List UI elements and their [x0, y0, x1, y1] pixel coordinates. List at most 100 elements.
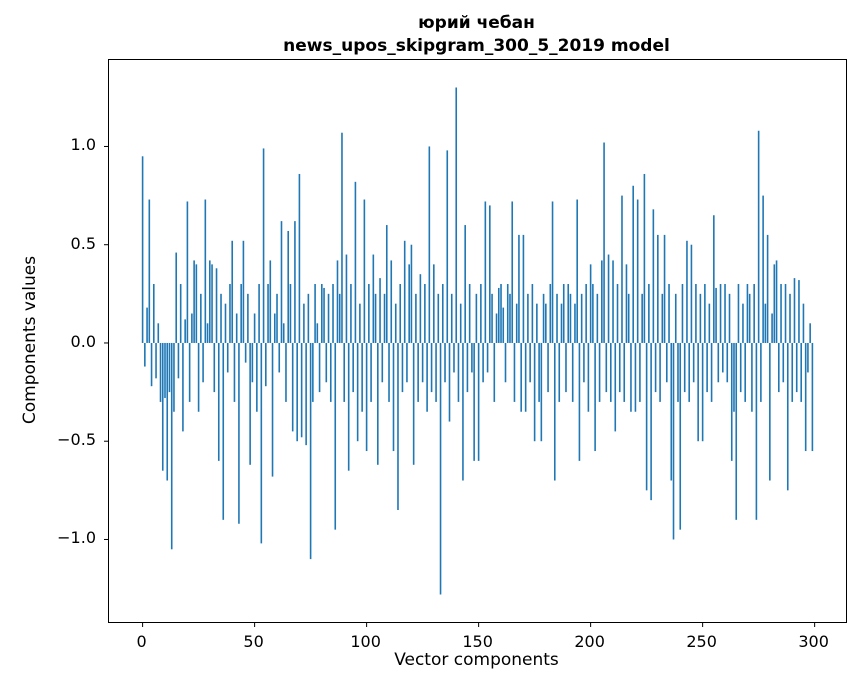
bar: [303, 303, 305, 343]
bar: [764, 303, 767, 343]
bar: [468, 284, 471, 343]
bar: [657, 234, 659, 343]
bar: [325, 342, 328, 383]
bar: [159, 342, 162, 402]
bar: [334, 342, 337, 530]
bar: [791, 342, 794, 402]
bar: [578, 342, 581, 461]
bar: [545, 303, 547, 343]
bar: [753, 284, 755, 343]
bar: [209, 260, 211, 343]
bar: [419, 274, 422, 343]
bar: [350, 284, 352, 343]
x-tick-label: 0: [136, 632, 147, 651]
bar: [506, 284, 509, 343]
bar: [410, 244, 413, 343]
bar: [614, 342, 617, 432]
bar: [298, 173, 301, 343]
bar: [173, 342, 175, 412]
bar: [728, 293, 731, 343]
bar: [484, 201, 487, 343]
bar: [715, 287, 717, 343]
bar: [641, 293, 643, 343]
bar: [654, 342, 657, 393]
x-tick-label: 250: [686, 632, 717, 651]
bar: [193, 260, 195, 343]
bar: [511, 201, 514, 343]
y-tick-label: 0.5: [70, 233, 96, 253]
bar: [567, 284, 570, 343]
bar: [574, 303, 576, 343]
bar: [300, 342, 303, 438]
bar: [547, 342, 549, 393]
bar: [453, 342, 455, 373]
bar: [536, 303, 538, 343]
bar: [542, 293, 545, 343]
y-tick-label: −0.5: [57, 430, 96, 450]
bar: [583, 342, 585, 383]
bar: [273, 313, 276, 343]
bar: [739, 342, 742, 393]
bar: [296, 342, 298, 442]
bar: [155, 342, 157, 379]
bar: [408, 264, 410, 343]
bar: [686, 240, 688, 343]
bar: [708, 303, 711, 343]
bar: [388, 342, 390, 402]
bar: [497, 287, 500, 343]
bar: [778, 342, 780, 393]
bar: [513, 342, 516, 402]
bar: [399, 284, 402, 343]
bar: [522, 234, 525, 343]
bar: [455, 87, 458, 343]
bar: [235, 313, 238, 343]
bar: [569, 293, 572, 343]
bar: [701, 342, 704, 442]
bar: [706, 342, 708, 393]
bar: [249, 342, 251, 465]
bar: [665, 342, 668, 383]
bar: [363, 199, 366, 343]
bar: [603, 142, 605, 343]
bar: [215, 268, 218, 343]
bar: [435, 342, 437, 402]
bar: [527, 293, 529, 343]
bar: [278, 342, 281, 373]
bar: [587, 342, 590, 412]
bar: [206, 323, 209, 343]
plot-area: [104, 59, 847, 627]
bar: [594, 342, 596, 452]
bar: [690, 244, 693, 343]
bar: [538, 342, 540, 402]
bar: [495, 313, 498, 343]
bar: [737, 284, 740, 343]
bar: [148, 199, 151, 343]
bar: [231, 240, 234, 343]
bar: [164, 342, 166, 398]
bar: [372, 254, 375, 343]
bar: [141, 156, 144, 343]
bar: [260, 342, 263, 544]
bar: [769, 342, 771, 481]
bar: [287, 230, 290, 343]
bar: [459, 303, 462, 343]
bar: [679, 342, 682, 530]
bar: [439, 342, 442, 595]
bar: [683, 342, 686, 393]
bar: [381, 342, 384, 383]
bar: [390, 260, 393, 343]
bar: [793, 278, 796, 343]
bar: [634, 342, 637, 412]
bar: [780, 284, 782, 343]
bar: [144, 342, 146, 367]
bar: [336, 260, 339, 343]
bar: [305, 342, 307, 446]
bar: [643, 173, 646, 343]
bar: [392, 342, 395, 452]
bar: [515, 303, 518, 343]
bar: [755, 342, 758, 520]
bar: [482, 342, 484, 383]
bar: [294, 221, 296, 343]
bar: [730, 342, 733, 461]
bar: [265, 342, 267, 387]
